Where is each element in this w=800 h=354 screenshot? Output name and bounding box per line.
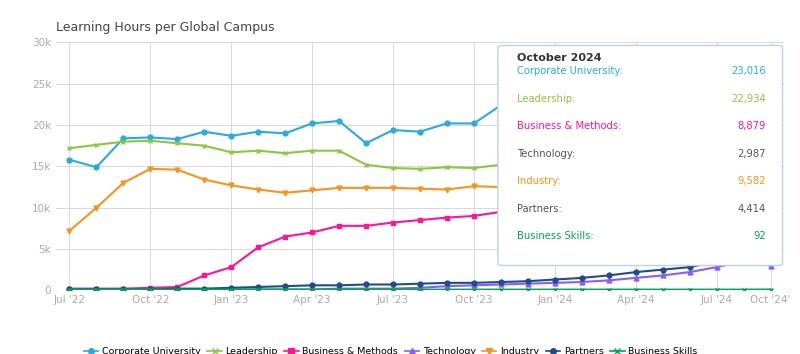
Text: 2,987: 2,987: [738, 149, 766, 159]
Legend: Corporate University, Leadership, Business & Methods, Technology, Industry, Part: Corporate University, Leadership, Busine…: [81, 343, 702, 354]
Text: Technology:: Technology:: [517, 149, 575, 159]
Text: 9,582: 9,582: [738, 176, 766, 186]
Text: Business & Methods:: Business & Methods:: [517, 121, 621, 131]
FancyBboxPatch shape: [498, 45, 782, 266]
Text: Leadership:: Leadership:: [517, 93, 575, 103]
Text: 92: 92: [753, 231, 766, 241]
Text: Partners:: Partners:: [517, 204, 562, 213]
Text: 22,934: 22,934: [731, 93, 766, 103]
Text: Industry:: Industry:: [517, 176, 561, 186]
Text: 23,016: 23,016: [731, 66, 766, 76]
Text: 8,879: 8,879: [738, 121, 766, 131]
Text: 4,414: 4,414: [738, 204, 766, 213]
Text: Corporate University:: Corporate University:: [517, 66, 622, 76]
Text: Business Skills:: Business Skills:: [517, 231, 594, 241]
Text: October 2024: October 2024: [517, 53, 602, 63]
Text: Learning Hours per Global Campus: Learning Hours per Global Campus: [56, 21, 274, 34]
